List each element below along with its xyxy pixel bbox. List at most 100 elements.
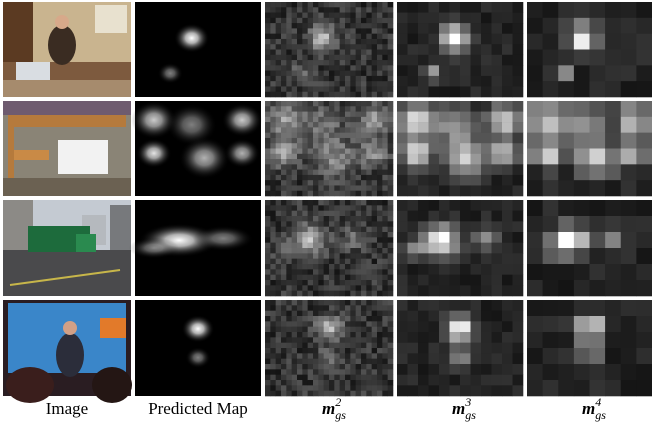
feature-cell — [329, 327, 335, 333]
feature-cell — [281, 391, 287, 397]
feature-cell — [340, 191, 346, 197]
feature-cell — [471, 133, 482, 144]
feature-cell — [492, 112, 503, 123]
feature-cell — [558, 34, 574, 50]
feature-cell — [574, 149, 590, 165]
feature-cell — [281, 138, 287, 144]
feature-cell — [543, 216, 559, 232]
feature-cell — [313, 227, 319, 233]
feature-cell — [281, 332, 287, 338]
feature-cell — [324, 264, 330, 270]
feature-cell — [382, 13, 388, 19]
feature-cell — [329, 211, 335, 217]
feature-cell — [265, 122, 271, 128]
feature-cell — [292, 380, 298, 386]
feature-cell — [408, 143, 419, 154]
feature-cell — [388, 92, 394, 98]
feature-cell — [270, 269, 276, 275]
feature-cell — [270, 205, 276, 211]
feature-cell — [574, 50, 590, 66]
feature-cell — [361, 300, 367, 306]
feature-cell — [429, 232, 440, 243]
feature-cell — [350, 164, 356, 170]
feature-cell — [366, 180, 372, 186]
feature-cell — [429, 133, 440, 144]
feature-cell — [334, 39, 340, 45]
feature-cell — [329, 200, 335, 206]
feature-cell — [313, 122, 319, 128]
feature-cell — [408, 321, 419, 332]
feature-cell — [558, 348, 574, 364]
feature-cell — [350, 175, 356, 181]
feature-cell — [292, 348, 298, 354]
feature-cell — [334, 237, 340, 243]
feature-cell — [590, 232, 606, 248]
feature-cell — [345, 112, 351, 118]
feature-cell — [286, 285, 292, 291]
feature-cell — [372, 264, 378, 270]
feature-cell — [329, 133, 335, 139]
feature-cell — [340, 332, 346, 338]
feature-cell — [388, 243, 394, 249]
feature-cell — [372, 28, 378, 34]
feature-cell — [340, 359, 346, 365]
feature-cell — [302, 353, 308, 359]
feature-cell — [636, 149, 652, 165]
feature-cell — [439, 375, 450, 386]
feature-cell — [286, 86, 292, 92]
label-sub: gs — [465, 408, 476, 422]
feature-cell — [527, 216, 543, 232]
feature-cell — [302, 385, 308, 391]
feature-cell — [388, 13, 394, 19]
feature-cell — [439, 232, 450, 243]
feature-cell — [372, 159, 378, 165]
feature-cell — [429, 221, 440, 232]
feature-cell — [302, 375, 308, 381]
feature-cell — [281, 127, 287, 133]
feature-cell — [313, 106, 319, 112]
feature-cell — [308, 159, 314, 165]
feature-cell — [543, 2, 559, 18]
feature-cell — [377, 380, 383, 386]
feature-cell — [356, 170, 362, 176]
feature-cell — [382, 164, 388, 170]
feature-cell — [345, 348, 351, 354]
feature-cell — [324, 81, 330, 87]
feature-cell — [382, 7, 388, 13]
feature-cell — [366, 191, 372, 197]
feature-cell — [513, 185, 524, 196]
feature-cell — [308, 191, 314, 197]
feature-cell — [281, 133, 287, 139]
feature-cell — [590, 348, 606, 364]
feature-cell — [276, 2, 282, 8]
feature-cell — [270, 149, 276, 155]
feature-cell — [281, 60, 287, 66]
feature-cell — [313, 180, 319, 186]
feature-cell — [265, 259, 271, 265]
feature-cell — [372, 248, 378, 254]
feature-cell — [361, 101, 367, 107]
feature-cell — [382, 227, 388, 233]
feature-cell — [382, 122, 388, 128]
feature-cell — [329, 127, 335, 133]
feature-cell — [297, 7, 303, 13]
feature-cell — [361, 211, 367, 217]
feature-cell — [276, 248, 282, 254]
feature-cell — [574, 280, 590, 296]
feature-cell — [313, 264, 319, 270]
feature-cell — [286, 364, 292, 370]
feature-cell — [460, 23, 471, 34]
feature-cell — [308, 106, 314, 112]
feature-cell — [382, 316, 388, 322]
feature-cell — [270, 200, 276, 206]
feature-cell — [471, 300, 482, 311]
feature-cell — [281, 253, 287, 259]
feature-cell — [543, 164, 559, 180]
feature-cell — [502, 76, 513, 87]
feature-cell — [492, 164, 503, 175]
feature-cell — [366, 39, 372, 45]
feature-cell — [297, 34, 303, 40]
feature-cell — [502, 143, 513, 154]
feature-cell — [481, 353, 492, 364]
feature-cell — [276, 391, 282, 397]
